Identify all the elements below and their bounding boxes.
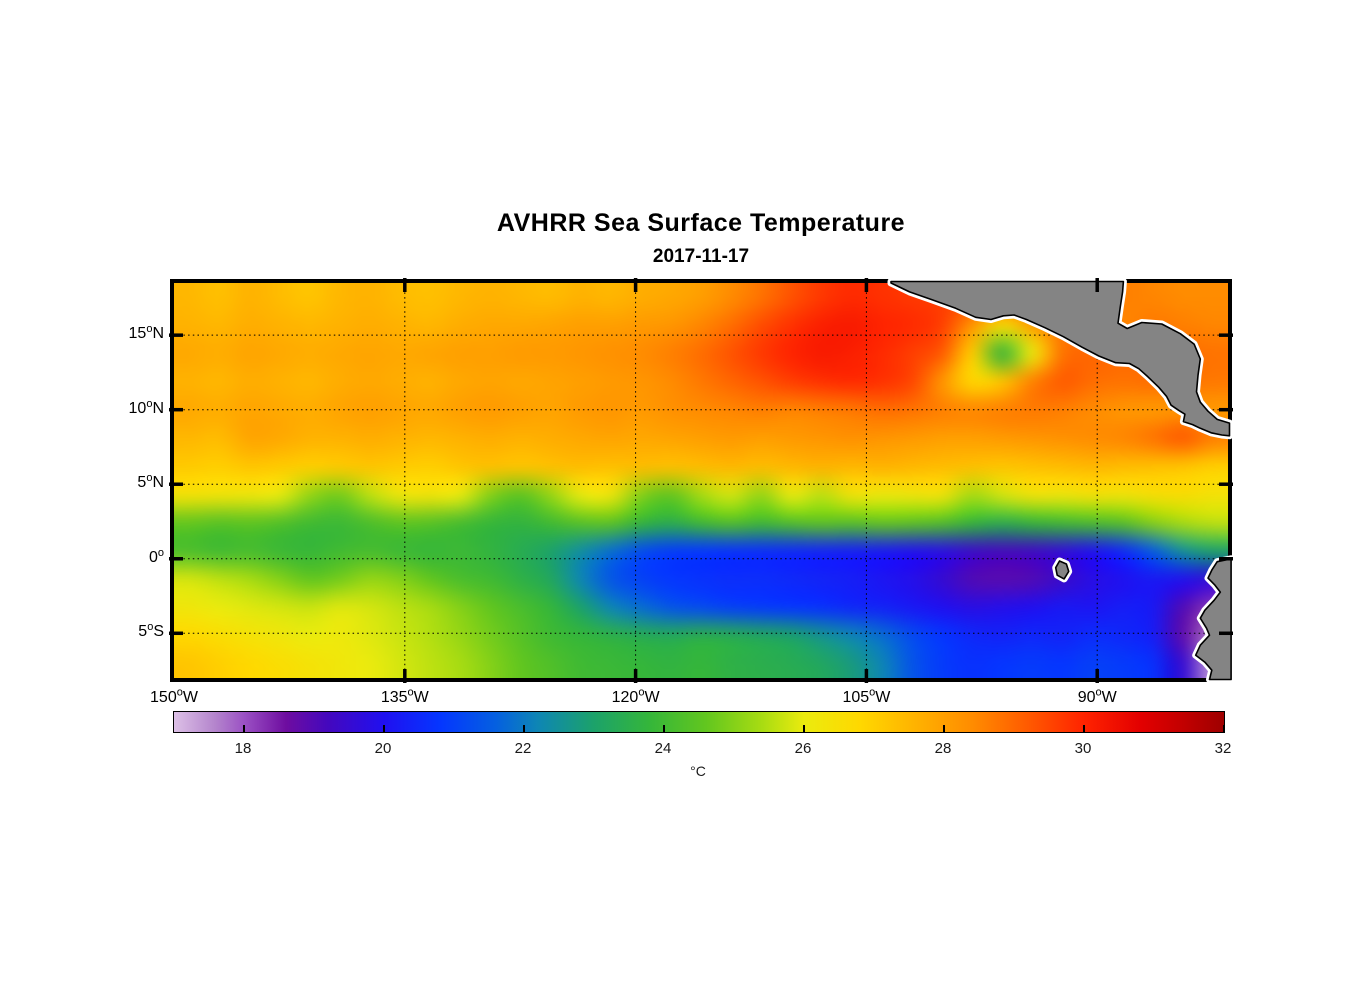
lon-tick-label: 120oW (611, 686, 660, 706)
lat-tick-label: 5oN (137, 471, 164, 492)
lon-tick-label: 90oW (1077, 686, 1117, 706)
colorbar-tick-label: 22 (514, 740, 532, 757)
lon-tick-label: 105oW (842, 686, 891, 706)
colorbar-unit-label: °C (690, 763, 706, 779)
lat-tick-label: 0o (148, 546, 164, 566)
land-galapagos-islands (1054, 560, 1070, 580)
colorbar-tick (943, 725, 945, 732)
lon-tick-label: 150oW (150, 686, 198, 706)
colorbar-tick (243, 725, 245, 732)
colorbar-tick (1083, 725, 1085, 732)
colorbar (173, 711, 1225, 733)
lat-tick-label: 15oN (128, 322, 164, 343)
colorbar-tick-label: 28 (934, 740, 952, 757)
land-mexico-central-america (890, 280, 1231, 437)
colorbar-tick (383, 725, 385, 732)
colorbar-tick (663, 725, 665, 732)
figure-title: AVHRR Sea Surface Temperature (496, 209, 906, 237)
colorbar-tick-label: 24 (654, 740, 672, 757)
colorbar-gradient (174, 712, 1225, 732)
colorbar-tick-label: 20 (374, 740, 392, 757)
sst-field-canvas (174, 283, 1228, 678)
map-overlay-svg (169, 278, 1235, 683)
lat-tick-label: 5oS (138, 621, 164, 641)
colorbar-tick-label: 26 (794, 740, 812, 757)
colorbar-tick (523, 725, 525, 732)
colorbar-tick-label: 18 (234, 740, 252, 757)
lat-tick-label: 10oN (128, 397, 164, 417)
sst-map (169, 278, 1235, 683)
colorbar-tick (803, 725, 805, 732)
lon-tick-label: 135oW (380, 686, 429, 706)
colorbar-tick (1223, 725, 1225, 732)
figure-subtitle: 2017-11-17 (652, 246, 750, 267)
colorbar-tick-label: 30 (1074, 740, 1092, 757)
colorbar-tick-label: 32 (1214, 740, 1232, 757)
land-south-america (1194, 558, 1232, 681)
